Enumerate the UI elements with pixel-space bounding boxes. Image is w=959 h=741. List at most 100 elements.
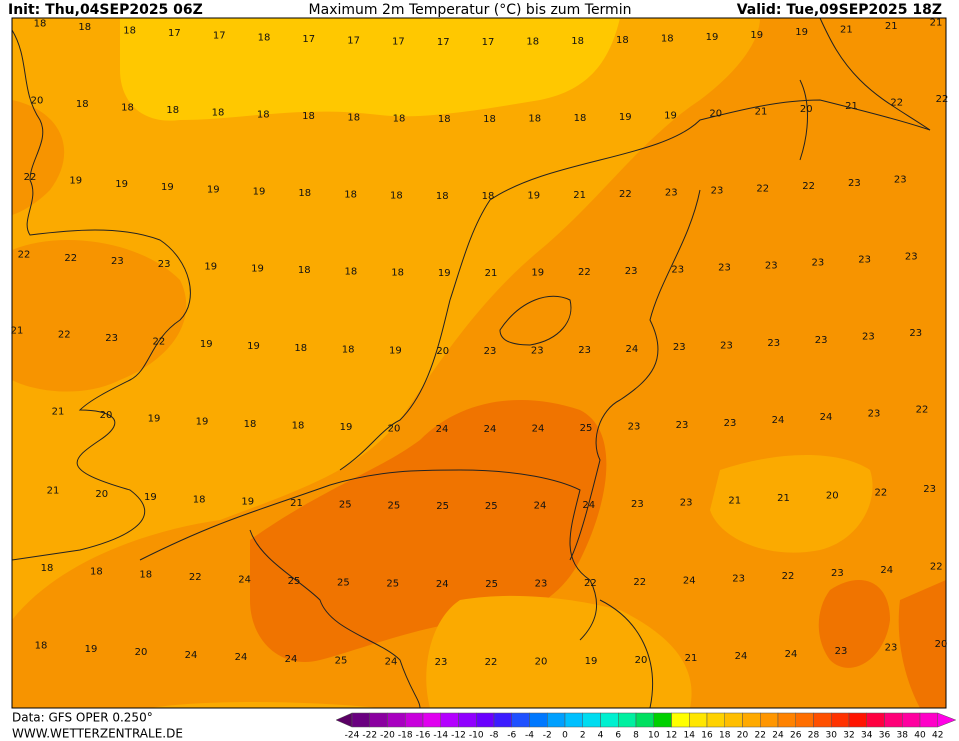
colorbar-bin [547,712,566,728]
colorbar-label: 22 [755,731,766,741]
temperature-value: 23 [105,333,118,344]
field-mild [710,455,873,553]
temperature-value: 19 [253,186,266,197]
coast-dk [799,17,931,161]
temperature-value: 21 [840,24,853,35]
temperature-value: 22 [890,98,903,109]
temperature-value: 19 [706,32,719,43]
temperature-value: 18 [483,114,496,125]
temperature-value: 24 [820,412,833,423]
temperature-value: 23 [815,335,828,346]
colorbar-bin [795,712,814,728]
colorbar-label: 32 [843,731,854,741]
coast-nl-de [339,99,931,471]
temperature-value: 22 [485,657,498,668]
temperature-value: 24 [436,424,449,435]
colorbar-label: -22 [362,731,377,741]
temperature-value: 17 [302,34,315,45]
colorbar-bin [635,712,654,728]
temperature-value: 19 [585,656,598,667]
colorbar-bin [760,712,779,728]
colorbar-label: 20 [737,731,749,741]
temperature-value: 24 [285,654,298,665]
temperature-value: 22 [936,94,949,105]
colorbar-bin [476,712,495,728]
colorbar-label: 4 [598,731,604,741]
temperature-value: 21 [485,268,498,279]
temperature-value: 20 [100,410,113,421]
colorbar-bin [831,712,850,728]
temperature-value: 24 [385,656,398,667]
temperature-value: 23 [905,251,918,262]
field-mild [426,595,692,708]
temperature-value: 24 [626,344,639,355]
temperature-value: 23 [720,340,733,351]
temperature-value: 18 [571,36,584,47]
temperature-value: 18 [393,113,406,124]
temperature-value: 17 [213,31,226,42]
temperature-value: 19 [204,261,217,272]
colorbar-bin [706,712,725,728]
temperature-value: 18 [661,34,674,45]
temperature-value: 23 [885,643,898,654]
temperature-value: 23 [862,332,875,343]
temperature-value: 23 [765,260,778,271]
temperature-value: 23 [848,178,861,189]
colorbar-label: 30 [826,731,838,741]
temperature-value: 23 [835,646,848,657]
temperature-value: 25 [436,501,449,512]
temperature-value: 22 [875,487,888,498]
colorbar-label: 2 [580,731,586,741]
temperature-value: 18 [347,112,360,123]
temperature-value: 19 [207,184,220,195]
temperature-value: 25 [580,423,593,434]
temperature-value: 24 [185,650,198,661]
temperature-value: 21 [728,495,741,506]
temperature-value: 21 [290,498,303,509]
colorbar-label: -12 [451,731,466,741]
temperature-value: 23 [578,345,591,356]
colorbar-label: 34 [861,731,873,741]
temperature-value: 21 [845,101,858,112]
field-warm [12,18,946,708]
temperature-value: 19 [148,413,161,424]
temperature-value: 18 [436,191,449,202]
temperature-value: 18 [292,421,305,432]
colorbar-bin [884,712,903,728]
temperature-value: 18 [298,188,311,199]
colorbar-bin [777,712,796,728]
temperature-value: 19 [144,492,157,503]
temperature-value: 24 [235,652,248,663]
temperature-value: 23 [831,568,844,579]
temperature-value: 23 [158,259,171,270]
temperature-value: 22 [782,571,795,582]
temperature-value: 18 [342,344,355,355]
temperature-value: 18 [298,265,311,276]
colorbar-label: 16 [701,731,713,741]
colorbar-bin [351,712,370,728]
colorbar-label: 36 [879,731,891,741]
temperature-value: 20 [709,109,722,120]
temperature-value: 18 [139,569,152,580]
field-cool [120,18,620,121]
temperature-value: 19 [619,112,632,123]
colorbar-label: -10 [469,731,484,741]
temperature-value: 24 [785,649,798,660]
colorbar-label: -14 [433,731,448,741]
border [249,189,701,709]
temperature-value: 20 [31,95,44,106]
temperature-value: 23 [718,263,731,274]
temperature-value: 24 [683,575,696,586]
temperature-value: 23 [111,256,124,267]
temperature-value: 20 [800,104,813,115]
colorbar-label: 38 [897,731,909,741]
temperature-value: 20 [635,655,648,666]
temperature-value: 19 [161,182,174,193]
coastlines [11,17,931,709]
temperature-value: 17 [482,37,495,48]
colorbar-bin [369,712,388,728]
colorbar-arrow [335,712,353,728]
temperature-value: 19 [795,27,808,38]
